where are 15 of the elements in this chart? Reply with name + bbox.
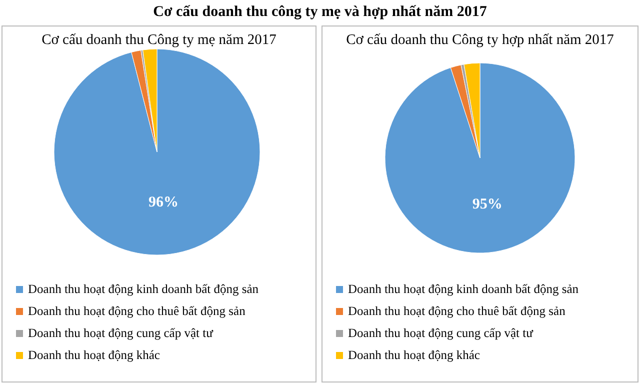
text: Cơ cấu doanh thu công ty mẹ và hợp nhất năm 2017	[153, 4, 488, 20]
legend-label: Doanh thu hoạt động khác	[28, 348, 160, 362]
legend-label: Doanh thu hoạt động cung cấp vật tư	[348, 326, 534, 340]
legend-label: Doanh thu hoạt động cho thuê bất động sản	[348, 304, 566, 318]
legend-label: Doanh thu hoạt động cung cấp vật tư	[28, 326, 214, 340]
data-label: 95%	[472, 196, 502, 212]
pie-slice	[384, 62, 576, 254]
data-label: 96%	[148, 194, 178, 211]
legend-label: Doanh thu hoạt động kinh doanh bất động sản	[28, 282, 260, 296]
pie-slice	[54, 48, 260, 256]
chart-subtitle: Cơ cấu doanh thu Công ty hợp nhất năm 2017	[346, 32, 614, 48]
chart-subtitle: Cơ cấu doanh thu Công ty mẹ năm 2017	[42, 32, 276, 48]
legend-label: Doanh thu hoạt động kinh doanh bất động sản	[348, 282, 580, 296]
legend-label: Doanh thu hoạt động khác	[348, 348, 480, 362]
legend-label: Doanh thu hoạt động cho thuê bất động sản	[28, 304, 246, 318]
